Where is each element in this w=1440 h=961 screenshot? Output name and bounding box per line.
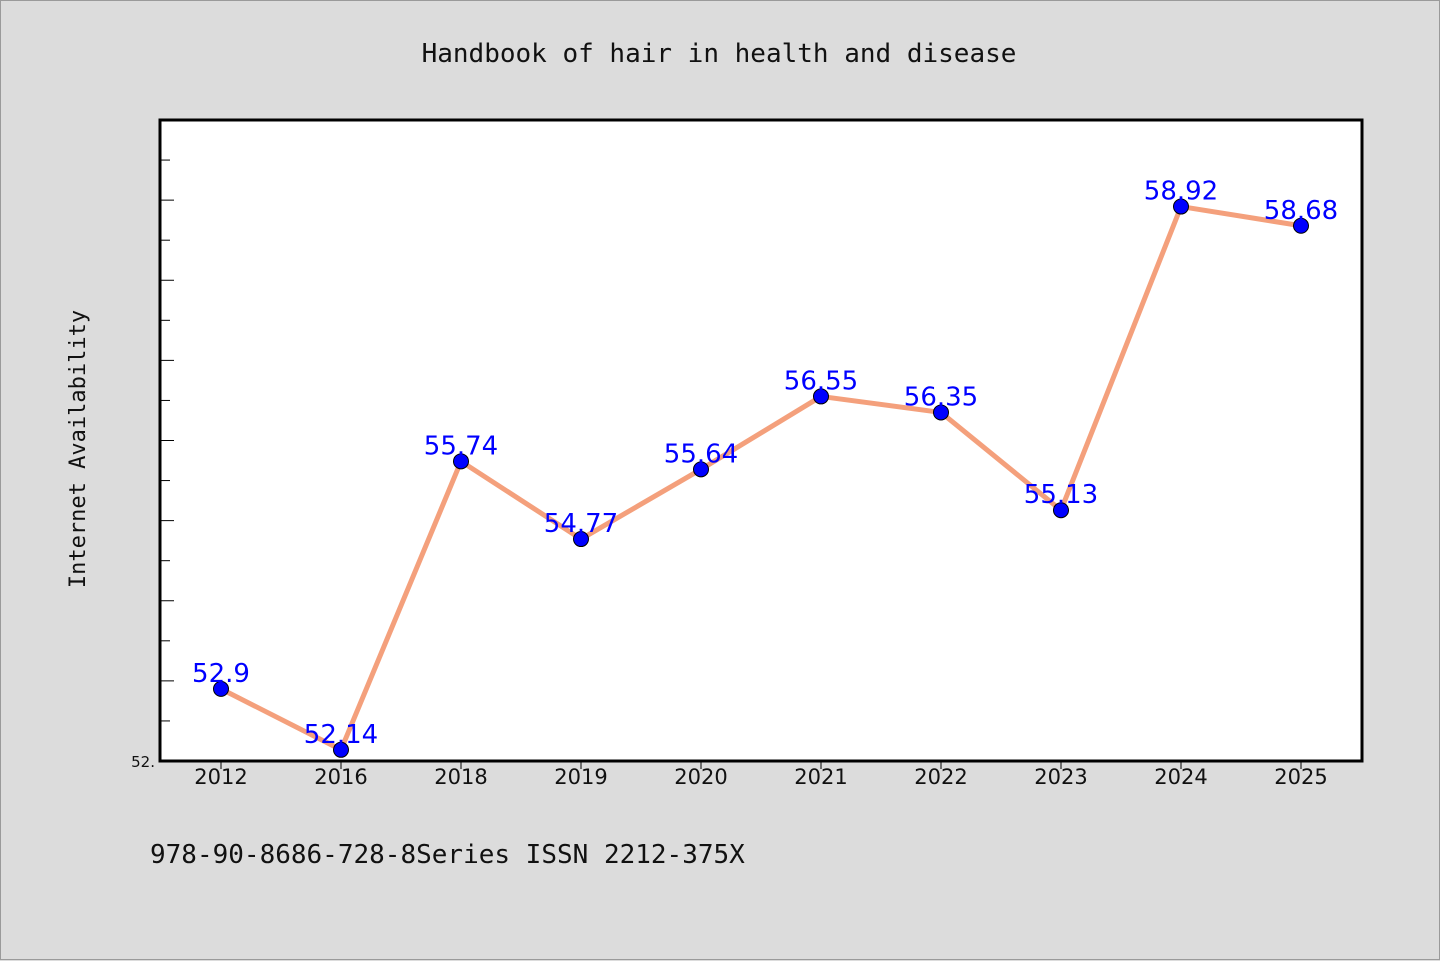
data-label: 55.13 (1024, 480, 1098, 510)
data-point (1053, 502, 1069, 519)
data-point (693, 461, 709, 478)
x-axis-ticks: 2012 2016 2018 2019 2020 2021 2022 2023 2024 2025 (194, 761, 1328, 789)
data-point (333, 741, 349, 758)
x-tick-label: 2016 (314, 765, 367, 789)
data-label: 56.55 (784, 366, 858, 396)
data-point (1173, 198, 1189, 215)
x-tick-label: 2023 (1034, 765, 1087, 789)
y-axis-ticks: 52. (131, 119, 174, 771)
x-tick-label: 2022 (914, 765, 967, 789)
data-label: 58.68 (1264, 196, 1338, 226)
y-tick-label: 52. (131, 753, 155, 771)
x-tick-label: 2012 (194, 765, 247, 789)
chart-title: Handbook of hair in health and disease (422, 39, 1017, 69)
x-tick-label: 2024 (1154, 765, 1207, 789)
y-axis-label: Internet Availability (66, 310, 91, 588)
data-point (1293, 217, 1309, 234)
x-tick-label: 2019 (554, 765, 607, 789)
data-label: 54.77 (544, 509, 618, 539)
data-label: 52.14 (304, 720, 378, 750)
footer-isbn-issn: 978-90-8686-728-8Series ISSN 2212-375X (150, 840, 745, 870)
data-point (573, 531, 589, 548)
series-layer (213, 198, 1309, 758)
data-point (213, 680, 229, 697)
data-label: 55.64 (664, 439, 738, 469)
plot-area (158, 118, 1364, 763)
x-tick-label: 2018 (434, 765, 487, 789)
x-tick-label: 2020 (674, 765, 727, 789)
data-point (933, 404, 949, 421)
data-point (813, 388, 829, 405)
data-labels: 52.9 52.14 55.74 54.77 55.64 56.55 56.35 55.13 5… (192, 177, 1338, 750)
data-point (453, 453, 469, 470)
data-label: 52.9 (192, 659, 250, 689)
data-label: 56.35 (904, 382, 978, 412)
x-tick-label: 2025 (1274, 765, 1327, 789)
data-label: 58.92 (1144, 177, 1218, 207)
data-label: 55.74 (424, 431, 498, 461)
x-tick-label: 2021 (794, 765, 847, 789)
series-line (219, 204, 1302, 753)
